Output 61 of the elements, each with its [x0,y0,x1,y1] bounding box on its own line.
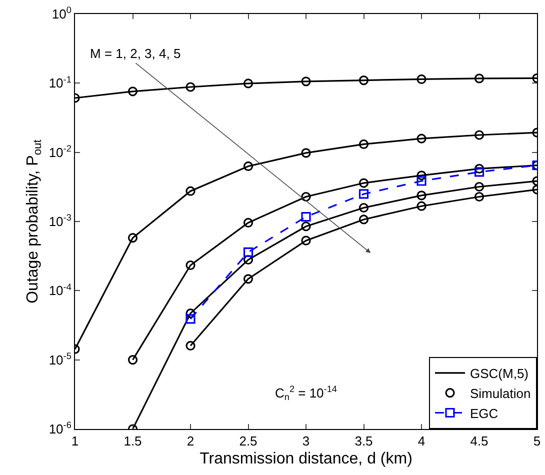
legend-label: GSC(M,5) [470,366,528,382]
y-tick-label: 10$^{-4}$ [48,282,72,298]
point [243,218,254,228]
point [243,274,254,284]
x-tick-label: 5 [533,434,541,449]
annotation: M = 1, 2, 3, 4, 5 [90,46,181,61]
point [474,192,484,202]
x-axis-title: Transmission distance, d (km) [200,450,412,468]
point [416,170,426,180]
point [416,201,426,211]
y-tick-label: 10$^{-1}$ [48,74,72,91]
x-tick-label: 3 [302,434,310,449]
point [301,236,311,246]
point [243,161,254,172]
point [186,340,196,351]
point [186,82,196,92]
point [301,222,311,232]
x-tick-label: 4 [418,434,426,449]
annotation: C$_{n}$$^{2}$ = 10$^{-14}$ [275,384,337,402]
point [186,308,196,318]
point [243,254,254,265]
point [474,182,484,192]
point [416,74,426,84]
x-tick-label: 2.5 [239,434,258,449]
y-tick-label: 10$^{-2}$ [48,143,72,160]
point [358,178,369,188]
point [128,355,138,365]
legend-label: EGC [470,406,498,421]
point [474,164,484,174]
x-tick-label: 4.5 [470,434,488,449]
point [474,167,484,177]
y-tick-label: 10$^{0}$ [52,5,72,22]
point [416,176,426,186]
point [474,74,484,84]
x-tick-label: 1.5 [124,434,142,449]
y-tick-label: 10$^{-5}$ [48,350,72,368]
point [186,260,196,270]
point [416,134,426,144]
point [186,186,196,196]
point [243,78,254,88]
y-tick-label: 10$^{-3}$ [48,212,72,230]
legend-label: Simulation [470,386,531,401]
point [358,189,369,199]
y-tick-label: 10$^{-6}$ [48,420,72,437]
point [301,192,311,202]
x-tick-label: 3.5 [354,434,373,449]
point [358,202,369,213]
point [358,139,369,150]
x-tick-label: 1 [71,434,79,449]
point [128,86,138,96]
point [301,148,311,158]
point [301,76,311,86]
point [186,314,196,324]
point [128,233,138,243]
point [243,247,254,257]
x-tick-label: 2 [186,434,194,449]
point [474,130,484,140]
point [301,212,311,222]
point [416,190,426,200]
point [358,76,369,86]
point [358,214,369,224]
